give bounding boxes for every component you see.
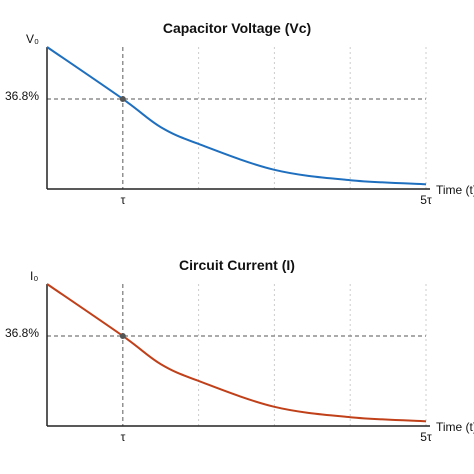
series-line (46, 46, 427, 186)
y-marker-label: 36.8% (5, 89, 39, 103)
x-tick-tau: τ (121, 193, 126, 207)
chart-title: Circuit Current (I) (179, 257, 295, 273)
y-marker-label: 36.8% (5, 326, 39, 340)
y-axis-label: I₀ (30, 269, 38, 283)
x-axis-label: Time (t) (436, 183, 474, 197)
tau-marker-point (119, 332, 126, 339)
plot-area (46, 46, 430, 190)
chart-title: Capacitor Voltage (Vc) (163, 20, 311, 36)
chart-voltage: Capacitor Voltage (Vc) V₀ 36.8% Time (t)… (5, 20, 474, 207)
x-tick-5tau: 5τ (420, 430, 432, 444)
x-tick-tau: τ (121, 430, 126, 444)
tau-marker-point (119, 95, 126, 102)
x-tick-5tau: 5τ (420, 193, 432, 207)
series-line (46, 283, 427, 423)
y-axis-label: V₀ (26, 32, 39, 46)
chart-current: Circuit Current (I) I₀ 36.8% Time (t) τ … (5, 257, 474, 444)
plot-area (46, 283, 430, 427)
x-axis-label: Time (t) (436, 420, 474, 434)
